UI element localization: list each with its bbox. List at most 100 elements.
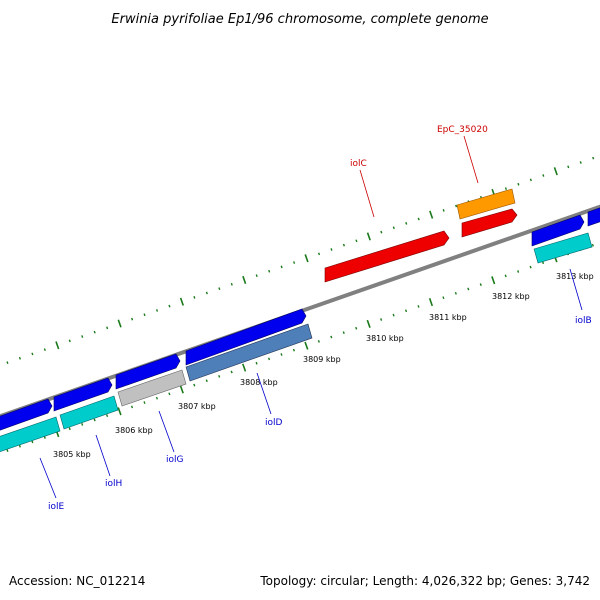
minor-tick <box>330 335 333 339</box>
minor-tick <box>106 414 109 418</box>
feature-arrow <box>185 308 307 366</box>
minor-tick <box>218 374 221 378</box>
minor-tick <box>517 182 520 186</box>
gene-label-iolB: iolB <box>575 316 592 326</box>
feature-arrow <box>53 377 113 412</box>
major-tick <box>242 275 247 285</box>
minor-tick <box>43 436 46 439</box>
minor-tick <box>355 326 358 330</box>
minor-tick <box>31 352 34 356</box>
minor-tick <box>330 248 333 251</box>
feature-arrow <box>533 232 593 264</box>
minor-tick <box>81 423 84 426</box>
minor-tick <box>155 309 159 312</box>
minor-tick <box>380 230 383 234</box>
minor-tick <box>255 361 258 365</box>
minor-tick <box>205 291 208 295</box>
minor-tick <box>293 261 296 264</box>
minor-tick <box>317 252 321 256</box>
minor-tick <box>143 401 146 404</box>
minor-tick <box>454 291 457 295</box>
minor-tick <box>280 353 283 356</box>
minor-tick <box>455 204 458 208</box>
minor-tick <box>405 222 408 225</box>
feature-arrow <box>59 395 119 430</box>
minor-tick <box>168 304 171 308</box>
minor-tick <box>106 326 109 330</box>
minor-tick <box>417 217 420 221</box>
major-tick <box>242 363 247 372</box>
minor-tick <box>18 356 21 360</box>
major-tick <box>117 407 122 416</box>
gene-label-line <box>359 169 375 218</box>
gene-label-line <box>158 410 175 453</box>
minor-tick <box>542 174 545 177</box>
minor-tick <box>529 265 532 269</box>
tick-label: 3811 kbp <box>429 313 467 322</box>
minor-tick <box>504 187 508 190</box>
minor-tick <box>579 161 582 164</box>
tick-label: 3805 kbp <box>53 450 91 459</box>
tick-label: 3810 kbp <box>366 334 404 343</box>
tick-label: 3807 kbp <box>178 402 216 411</box>
minor-tick <box>355 239 358 243</box>
topology-text: Topology: circular; Length: 4,026,322 bp… <box>260 574 590 588</box>
major-tick <box>491 276 496 285</box>
map-title: Erwinia pyrifoliae Ep1/96 chromosome, co… <box>111 12 488 27</box>
minor-tick <box>592 156 595 160</box>
tick-label: 3808 kbp <box>240 378 278 387</box>
minor-tick <box>267 357 271 361</box>
feature-arrow <box>324 230 450 283</box>
minor-tick <box>317 340 320 343</box>
minor-tick <box>230 370 233 374</box>
minor-tick <box>517 270 520 273</box>
feature-arrow <box>461 208 518 238</box>
minor-tick <box>479 283 482 286</box>
minor-tick <box>541 261 545 265</box>
feature-arrow <box>531 214 585 247</box>
minor-tick <box>417 305 420 308</box>
minor-tick <box>292 348 295 352</box>
minor-tick <box>155 396 158 400</box>
minor-tick <box>93 418 96 422</box>
minor-tick <box>342 243 345 247</box>
gene-label-EpC_35020: EpC_35020 <box>437 125 488 135</box>
minor-tick <box>6 361 9 365</box>
minor-tick <box>529 178 532 182</box>
major-tick <box>304 341 309 350</box>
minor-tick <box>467 287 470 291</box>
minor-tick <box>567 165 570 169</box>
major-tick <box>304 254 309 263</box>
major-tick <box>428 298 434 307</box>
major-tick <box>179 385 184 394</box>
major-tick <box>553 167 558 176</box>
major-tick <box>366 319 371 328</box>
minor-tick <box>230 282 233 286</box>
minor-tick <box>18 444 21 448</box>
feature-arrow <box>0 416 61 452</box>
minor-tick <box>218 287 221 291</box>
tick-label: 3812 kbp <box>492 292 530 301</box>
gene-label-line <box>569 268 583 311</box>
minor-tick <box>392 313 395 317</box>
gene-label-iolG: iolG <box>166 455 184 465</box>
accession-text: Accession: NC_012214 <box>9 574 146 588</box>
major-tick <box>117 319 122 328</box>
minor-tick <box>342 331 345 335</box>
minor-tick <box>392 226 395 230</box>
minor-tick <box>591 243 594 247</box>
minor-tick <box>442 208 445 212</box>
gene-label-line <box>256 372 272 415</box>
minor-tick <box>255 274 258 277</box>
minor-tick <box>268 269 271 273</box>
minor-tick <box>93 330 96 334</box>
feature-arrows <box>0 188 600 452</box>
minor-tick <box>143 313 146 317</box>
feature-arrow <box>185 323 313 382</box>
feature-arrow <box>587 207 600 227</box>
minor-tick <box>168 392 171 396</box>
major-tick <box>366 232 371 241</box>
gene-labels: iolE iolH iolG iolD iolC EpC_35020 iolB <box>39 125 592 512</box>
minor-tick <box>193 383 196 387</box>
